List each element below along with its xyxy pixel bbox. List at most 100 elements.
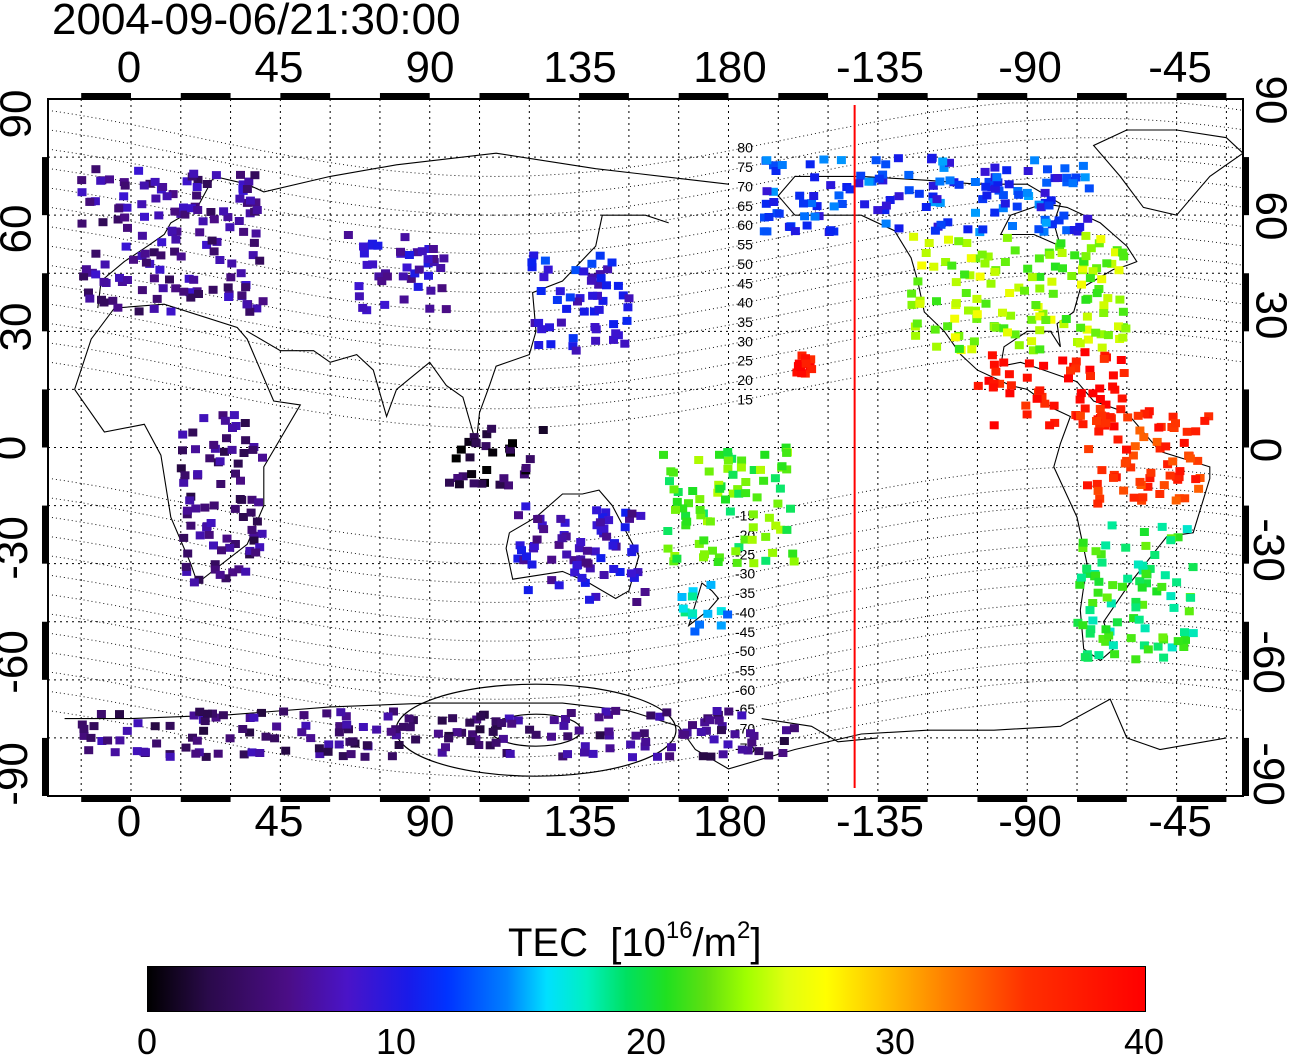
tec-data-cell [198,217,208,226]
tec-data-cell [580,748,589,757]
tec-data-cell [636,511,646,520]
tec-data-cell [400,233,410,242]
tec-data-cell [239,449,249,457]
tec-data-cell [86,733,96,742]
tec-data-cell [655,712,665,721]
tec-data-cell [1095,404,1105,413]
tec-data-cell [532,535,542,544]
tec-data-cell [571,346,581,355]
frame-tick-bar [379,796,430,802]
tec-data-cell [932,342,942,351]
tec-data-cell [1172,578,1182,587]
tec-data-cell [1139,433,1149,442]
tec-data-cell [588,291,598,300]
tec-data-cell [596,554,606,563]
tec-data-cell [621,508,631,517]
frame-tick-bar [1243,389,1249,448]
tec-data-cell [110,748,120,757]
tec-data-cell [699,536,709,545]
tec-data-cell [1085,629,1095,638]
tec-data-cell [1094,577,1104,586]
tec-data-cell [761,556,771,565]
tec-data-cell [218,411,228,420]
tec-data-cell [1075,411,1085,420]
tec-data-cell [1003,328,1012,337]
tec-data-cell [221,574,231,583]
tec-data-cell [573,561,583,569]
tec-data-cell [281,746,291,755]
tec-data-cell [1157,582,1167,591]
tec-data-cell [105,175,114,184]
tec-data-cell [1118,307,1128,316]
tec-data-cell [718,750,728,759]
tec-data-cell [1020,286,1029,295]
tec-data-cell [491,717,501,726]
tec-data-cell [1104,631,1114,640]
tec-data-cell [792,368,802,377]
tec-data-cell [768,187,778,196]
tec-data-cell [359,249,369,258]
tec-data-cell [963,225,973,234]
tec-data-cell [936,220,946,229]
tec-data-cell [1027,337,1037,346]
tec-data-cell [576,555,586,564]
tec-data-cell [246,508,256,517]
tec-data-cell [807,199,817,208]
tec-data-cell [170,247,180,256]
tec-data-cell [764,751,774,760]
tec-data-cell [746,729,755,738]
bottom-x-tick: 180 [693,797,767,846]
tec-data-cell [242,300,252,309]
tec-data-cell [545,323,554,332]
tec-data-cell [113,215,123,224]
tec-data-cell [1179,438,1189,447]
tec-data-cell [354,282,364,291]
tec-data-cell [672,497,682,506]
frame-tick-bar [479,93,530,99]
tec-data-cell [182,506,192,515]
tec-data-cell [609,335,618,344]
tec-data-cell [465,718,475,727]
tec-data-cell [602,532,612,541]
tec-data-cell [762,227,772,236]
tec-data-cell [195,707,205,716]
tec-data-cell [405,723,415,732]
tec-data-cell [881,201,891,210]
tec-data-cell [565,293,575,302]
tec-data-cell [251,229,261,238]
tec-data-cell [626,740,636,749]
left-y-tick: 90 [0,89,41,139]
tec-data-cell [728,489,738,498]
tec-data-cell [665,477,674,486]
tec-data-cell [210,560,220,569]
magnetic-contour-label: -40 [735,604,755,620]
tec-data-cell [1152,437,1162,446]
tec-data-cell [464,437,474,446]
tec-data-cell [624,294,634,303]
tec-data-cell [1082,312,1092,321]
tec-data-cell [245,728,255,737]
tec-data-cell [505,749,515,758]
tec-data-cell [881,160,891,169]
tec-data-cell [706,580,716,589]
tec-data-cell [402,263,412,272]
tec-data-cell [982,191,992,200]
tec-data-cell [555,287,565,296]
tec-data-cell [854,179,864,188]
tec-data-cell [1168,457,1178,466]
tec-data-cell [79,272,89,281]
tec-data-cell [990,163,1000,172]
tec-data-cell [907,300,917,309]
top-x-tick: 90 [405,43,455,92]
tec-data-cell [731,547,741,556]
tec-data-cell [1047,220,1057,229]
tec-data-cell [258,297,268,306]
tec-data-cell [1085,274,1095,283]
tec-data-cell [1082,564,1092,573]
tec-data-cell [1050,418,1060,427]
tec-data-cell [796,362,806,371]
frame-tick-bar [180,796,231,802]
tec-data-cell [984,376,994,385]
tec-data-cell [178,446,187,455]
tec-data-cell [782,726,791,735]
